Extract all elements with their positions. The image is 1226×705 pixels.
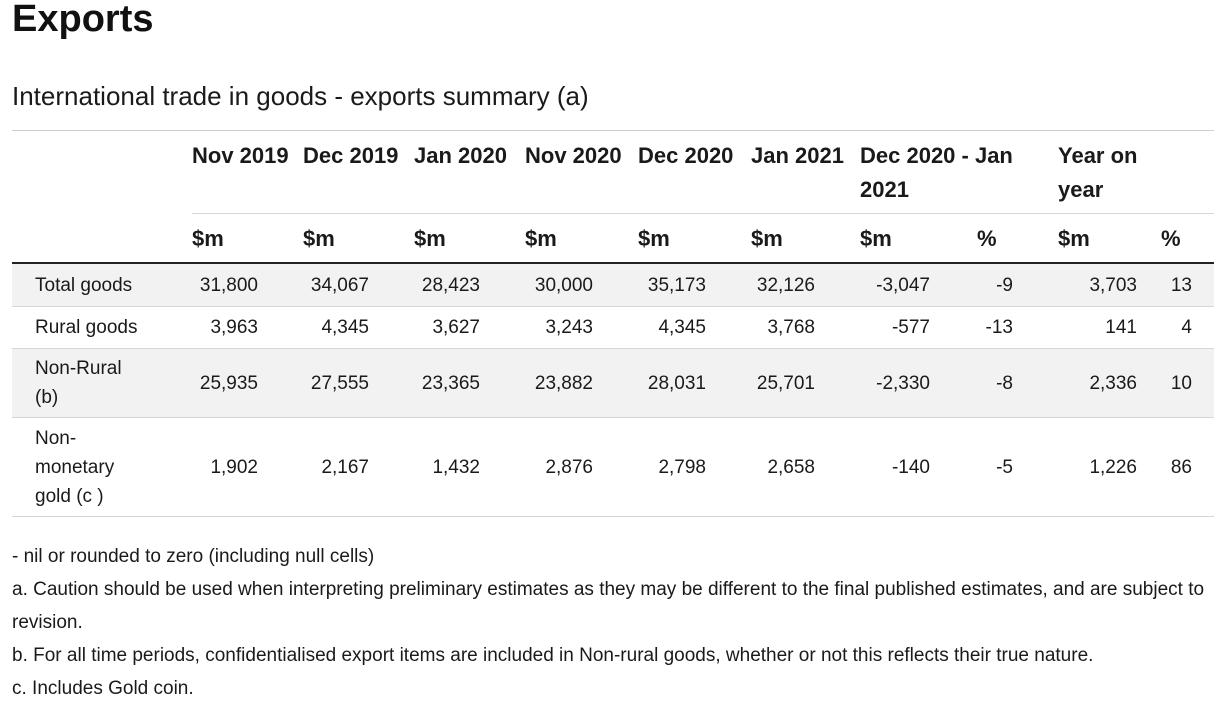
row-label: Total goods: [12, 263, 192, 307]
cell-value: 1,432: [414, 417, 525, 517]
cell-value: 3,768: [751, 306, 860, 349]
header-jan-2021: Jan 2021: [751, 130, 860, 214]
cell-value: 31,800: [192, 263, 303, 307]
row-label: Rural goods: [12, 306, 192, 349]
cell-value: 4,345: [638, 306, 751, 349]
unit-header: %: [1159, 213, 1214, 264]
unit-header: $m: [192, 213, 303, 264]
cell-value: 4: [1159, 306, 1214, 349]
cell-value: -140: [860, 417, 975, 517]
header-year-on-year: Year on year: [1058, 130, 1214, 214]
header-nov-2020: Nov 2020: [525, 130, 638, 214]
cell-value: 23,882: [525, 348, 638, 418]
unit-header: $m: [414, 213, 525, 264]
cell-value: 3,243: [525, 306, 638, 349]
cell-value: 28,423: [414, 263, 525, 307]
header-dec-2020: Dec 2020: [638, 130, 751, 214]
units-blank: [12, 213, 192, 264]
cell-value: -5: [975, 417, 1058, 517]
table-row: Non-monetary gold (c ) 1,902 2,167 1,432…: [12, 417, 1214, 517]
cell-value: -2,330: [860, 348, 975, 418]
unit-header: $m: [303, 213, 414, 264]
exports-summary-table: Nov 2019 Dec 2019 Jan 2020 Nov 2020 Dec …: [12, 130, 1214, 517]
cell-value: 4,345: [303, 306, 414, 349]
header-nov-2019: Nov 2019: [192, 130, 303, 214]
cell-value: 3,627: [414, 306, 525, 349]
cell-value: 10: [1159, 348, 1214, 418]
footnote-b: b. For all time periods, confidentialise…: [12, 645, 1094, 666]
cell-value: -3,047: [860, 263, 975, 307]
row-label: Non-Rural (b): [12, 348, 192, 418]
cell-value: 32,126: [751, 263, 860, 307]
cell-value: -577: [860, 306, 975, 349]
header-row-dates: Nov 2019 Dec 2019 Jan 2020 Nov 2020 Dec …: [12, 130, 1214, 214]
unit-header: %: [975, 213, 1058, 264]
header-change-month: Dec 2020 - Jan 2021: [860, 130, 1058, 214]
cell-value: 2,658: [751, 417, 860, 517]
table-caption: International trade in goods - exports s…: [12, 81, 589, 111]
cell-value: 86: [1159, 417, 1214, 517]
unit-header: $m: [638, 213, 751, 264]
cell-value: 34,067: [303, 263, 414, 307]
cell-value: 1,226: [1058, 417, 1159, 517]
footnotes: - nil or rounded to zero (including null…: [12, 540, 1214, 705]
cell-value: 13: [1159, 263, 1214, 307]
unit-header: $m: [860, 213, 975, 264]
page-title: Exports: [12, 0, 154, 40]
cell-value: 23,365: [414, 348, 525, 418]
footnote-a: a. Caution should be used when interpret…: [12, 579, 1205, 633]
footnote-nil: - nil or rounded to zero (including null…: [12, 546, 375, 567]
cell-value: 141: [1058, 306, 1159, 349]
unit-header: $m: [1058, 213, 1159, 264]
cell-value: -8: [975, 348, 1058, 418]
cell-value: 3,963: [192, 306, 303, 349]
cell-value: 27,555: [303, 348, 414, 418]
cell-value: 28,031: [638, 348, 751, 418]
cell-value: 2,167: [303, 417, 414, 517]
table-row: Rural goods 3,963 4,345 3,627 3,243 4,34…: [12, 306, 1214, 349]
header-jan-2020: Jan 2020: [414, 130, 525, 214]
row-label: Non-monetary gold (c ): [12, 417, 192, 517]
unit-header: $m: [751, 213, 860, 264]
unit-header: $m: [525, 213, 638, 264]
footnote-c: c. Includes Gold coin.: [12, 678, 194, 699]
cell-value: 2,336: [1058, 348, 1159, 418]
cell-value: 2,798: [638, 417, 751, 517]
header-dec-2019: Dec 2019: [303, 130, 414, 214]
cell-value: 1,902: [192, 417, 303, 517]
cell-value: 2,876: [525, 417, 638, 517]
header-row-units: $m $m $m $m $m $m $m % $m %: [12, 213, 1214, 264]
cell-value: 3,703: [1058, 263, 1159, 307]
cell-value: 25,701: [751, 348, 860, 418]
cell-value: -9: [975, 263, 1058, 307]
table-row: Non-Rural (b) 25,935 27,555 23,365 23,88…: [12, 348, 1214, 418]
table-row: Total goods 31,800 34,067 28,423 30,000 …: [12, 263, 1214, 307]
cell-value: 35,173: [638, 263, 751, 307]
cell-value: 25,935: [192, 348, 303, 418]
cell-value: -13: [975, 306, 1058, 349]
header-blank: [12, 130, 192, 214]
cell-value: 30,000: [525, 263, 638, 307]
